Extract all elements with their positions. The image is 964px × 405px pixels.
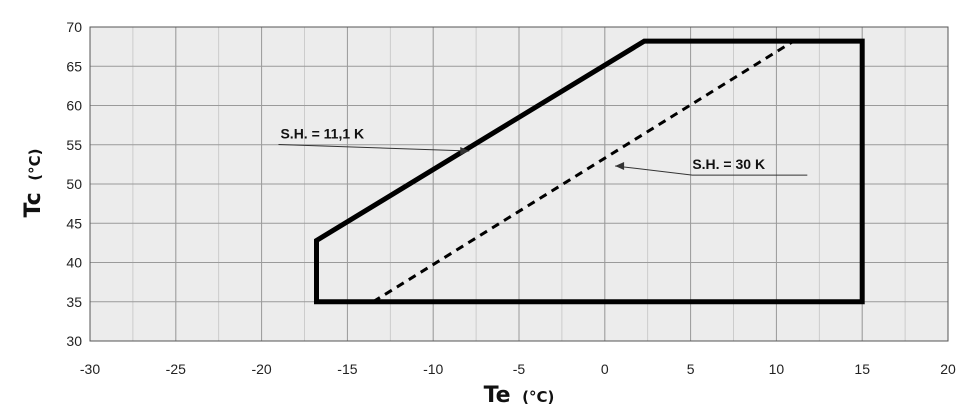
y-tick-label: 35 [66,294,82,310]
x-tick-label: -10 [423,361,443,377]
y-tick-label: 55 [66,137,82,153]
annotation-sh-11-1-label: S.H. = 11,1 K [280,125,364,141]
x-tick-label: 10 [769,361,785,377]
series-envelope-sh-11-1 [314,38,865,305]
x-tick-label: -20 [251,361,271,377]
x-axis-label: Te (°C) [484,383,555,405]
x-tick-label: 5 [687,361,695,377]
x-axis-label-main: Te [484,383,511,405]
x-tick-label: -25 [166,361,186,377]
x-tick-label: 0 [601,361,609,377]
annotation-sh-30-leader [615,165,808,176]
x-tick-label: -30 [80,361,100,377]
y-tick-label: 45 [66,215,82,231]
y-axis-ticks: 30 35 40 45 50 55 60 65 70 [66,19,82,349]
annotation-sh-11-1-leader [278,143,470,152]
annotation-sh-11-1-arrowhead [460,147,470,156]
y-tick-label: 70 [66,19,82,35]
annotation-sh-30-label: S.H. = 30 K [692,156,765,172]
annotation-layer: S.H. = 11,1 K S.H. = 30 K [278,125,808,176]
y-axis-label: Tc (°C) [21,149,46,218]
x-tick-label: 20 [940,361,956,377]
y-tick-label: 65 [66,58,82,74]
annotation-sh-30: S.H. = 30 K [615,156,808,176]
y-tick-label: 50 [66,176,82,192]
x-axis-label-unit: (°C) [522,388,554,405]
x-axis-ticks: -30 -25 -20 -15 -10 -5 0 5 10 15 20 [80,361,956,377]
series-layer [314,38,865,305]
x-tick-label: -5 [513,361,526,377]
y-axis-label-unit: (°C) [26,149,44,181]
annotation-sh-30-arrowhead [615,161,625,170]
y-tick-label: 40 [66,255,82,271]
annotation-sh-11-1: S.H. = 11,1 K [278,125,470,156]
plot-frame [89,26,949,342]
x-tick-label: -15 [337,361,357,377]
series-line-sh-30 [372,39,795,304]
y-tick-label: 60 [66,98,82,114]
x-tick-label: 15 [854,361,870,377]
y-axis-label-main: Tc [21,192,46,217]
y-tick-label: 30 [66,333,82,349]
